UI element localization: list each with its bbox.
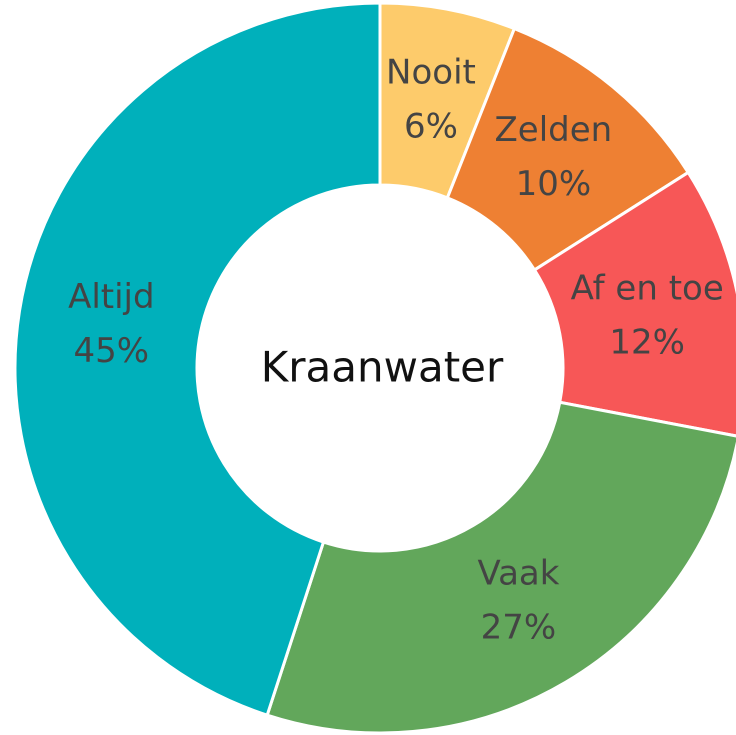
slice-label: Zelden (495, 110, 613, 150)
chart-title: Kraanwater (261, 343, 504, 392)
value-label: 12% (609, 323, 685, 363)
value-label: 6% (404, 106, 458, 146)
value-label: 10% (516, 164, 592, 204)
value-label: 45% (74, 331, 150, 371)
slice-label: Af en toe (571, 269, 724, 309)
slice (265, 400, 736, 735)
slice (13, 1, 382, 718)
value-label: 27% (481, 608, 557, 648)
slice (532, 170, 736, 438)
slice-label: Vaak (477, 554, 559, 594)
slice-label: Nooit (386, 52, 476, 92)
slice-label: Altijd (68, 277, 155, 317)
